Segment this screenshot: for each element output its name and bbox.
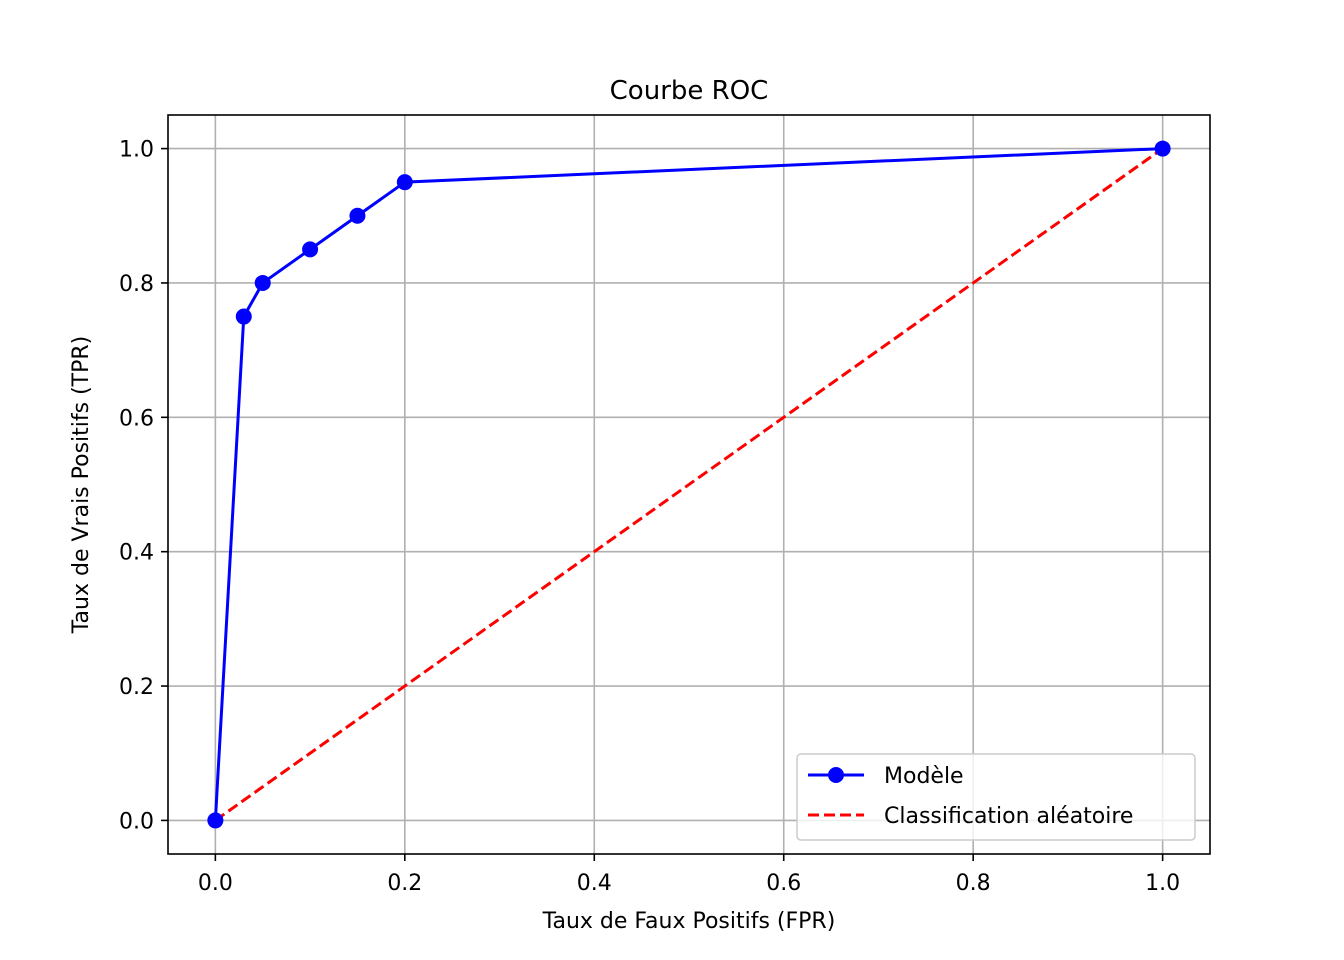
x-tick-label-0: 0.0	[198, 871, 233, 896]
data-point-modele-0	[207, 812, 224, 829]
x-tick-label-5: 1.0	[1145, 871, 1180, 896]
y-axis-ticks: 0.0 0.2 0.4 0.6 0.8 1.0	[119, 138, 168, 834]
y-tick-label-2: 0.4	[119, 541, 154, 566]
x-tick-label-4: 0.8	[956, 871, 991, 896]
data-point-modele-1	[235, 308, 252, 325]
legend-label-modele: Modèle	[884, 764, 964, 789]
x-axis-ticks: 0.0 0.2 0.4 0.6 0.8 1.0	[198, 854, 1180, 896]
y-tick-label-4: 0.8	[119, 272, 154, 297]
data-point-modele-6	[1154, 140, 1171, 157]
y-tick-label-1: 0.2	[119, 675, 154, 700]
x-axis-title: Taux de Faux Positifs (FPR)	[542, 909, 836, 934]
x-tick-label-3: 0.6	[766, 871, 801, 896]
legend-box	[796, 753, 1196, 841]
y-tick-label-5: 1.0	[119, 138, 154, 163]
legend-label-classification-aleatoire: Classification aléatoire	[884, 804, 1133, 829]
y-axis-title: Taux de Vrais Positifs (TPR)	[69, 336, 94, 634]
series-line-classification-aleatoire	[214, 147, 1164, 822]
y-tick-label-0: 0.0	[119, 809, 154, 834]
x-tick-label-1: 0.2	[387, 871, 422, 896]
legend-marker-modele	[828, 767, 844, 783]
data-point-modele-3	[302, 241, 319, 258]
plot-frame	[167, 114, 1211, 855]
data-point-modele-5	[396, 174, 413, 191]
data-point-modele-4	[349, 207, 366, 224]
chart-title: Courbe ROC	[610, 76, 769, 106]
grid	[168, 115, 1210, 854]
data-point-modele-2	[254, 274, 271, 291]
y-tick-label-3: 0.6	[119, 406, 154, 431]
legend: Modèle Classification aléatoire	[796, 753, 1196, 841]
x-tick-label-2: 0.4	[577, 871, 612, 896]
series-layer	[207, 140, 1171, 829]
